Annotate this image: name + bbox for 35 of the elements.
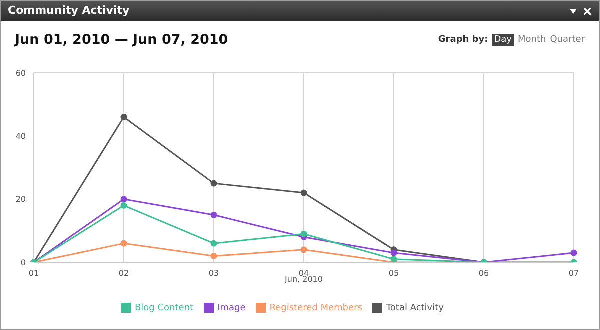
text: Month (518, 35, 546, 45)
x-tick-label: 03 (208, 269, 220, 278)
y-tick-label: 0 (20, 258, 26, 268)
x-tick-label: 06 (478, 269, 490, 278)
y-tick-label: 20 (16, 195, 26, 204)
point (120, 240, 128, 247)
point (120, 196, 128, 203)
point (120, 114, 128, 120)
point (210, 252, 218, 260)
point (300, 190, 308, 196)
y-tick-label: 40 (16, 132, 26, 142)
point (300, 230, 308, 238)
legend-label: Total Activity (386, 303, 444, 313)
point (390, 250, 398, 256)
x-tick-label: 01 (28, 269, 40, 278)
point (300, 246, 308, 254)
point (210, 212, 218, 218)
point (210, 180, 218, 187)
legend-label: Registered Members (270, 303, 362, 313)
x-tick-label: 07 (568, 269, 580, 278)
point (120, 202, 128, 209)
chart-subtitle: Jun 01, 2010 — Jun 07, 2010 (15, 32, 228, 48)
x-tick-label: 05 (388, 269, 400, 278)
text: Quarter (550, 35, 585, 45)
text: Graph by: (438, 35, 488, 45)
y-tick-label: 60 (16, 68, 26, 78)
point (210, 240, 218, 247)
x-tick-label: 02 (118, 269, 130, 278)
chart-title: Community Activity (1, 1, 599, 21)
legend-label: Image (218, 303, 246, 313)
point (390, 256, 398, 263)
point (570, 250, 578, 256)
text: Day (492, 34, 514, 46)
legend-label: Blog Content (135, 303, 194, 313)
x-axis-title: Jun, 2010 (284, 275, 323, 284)
